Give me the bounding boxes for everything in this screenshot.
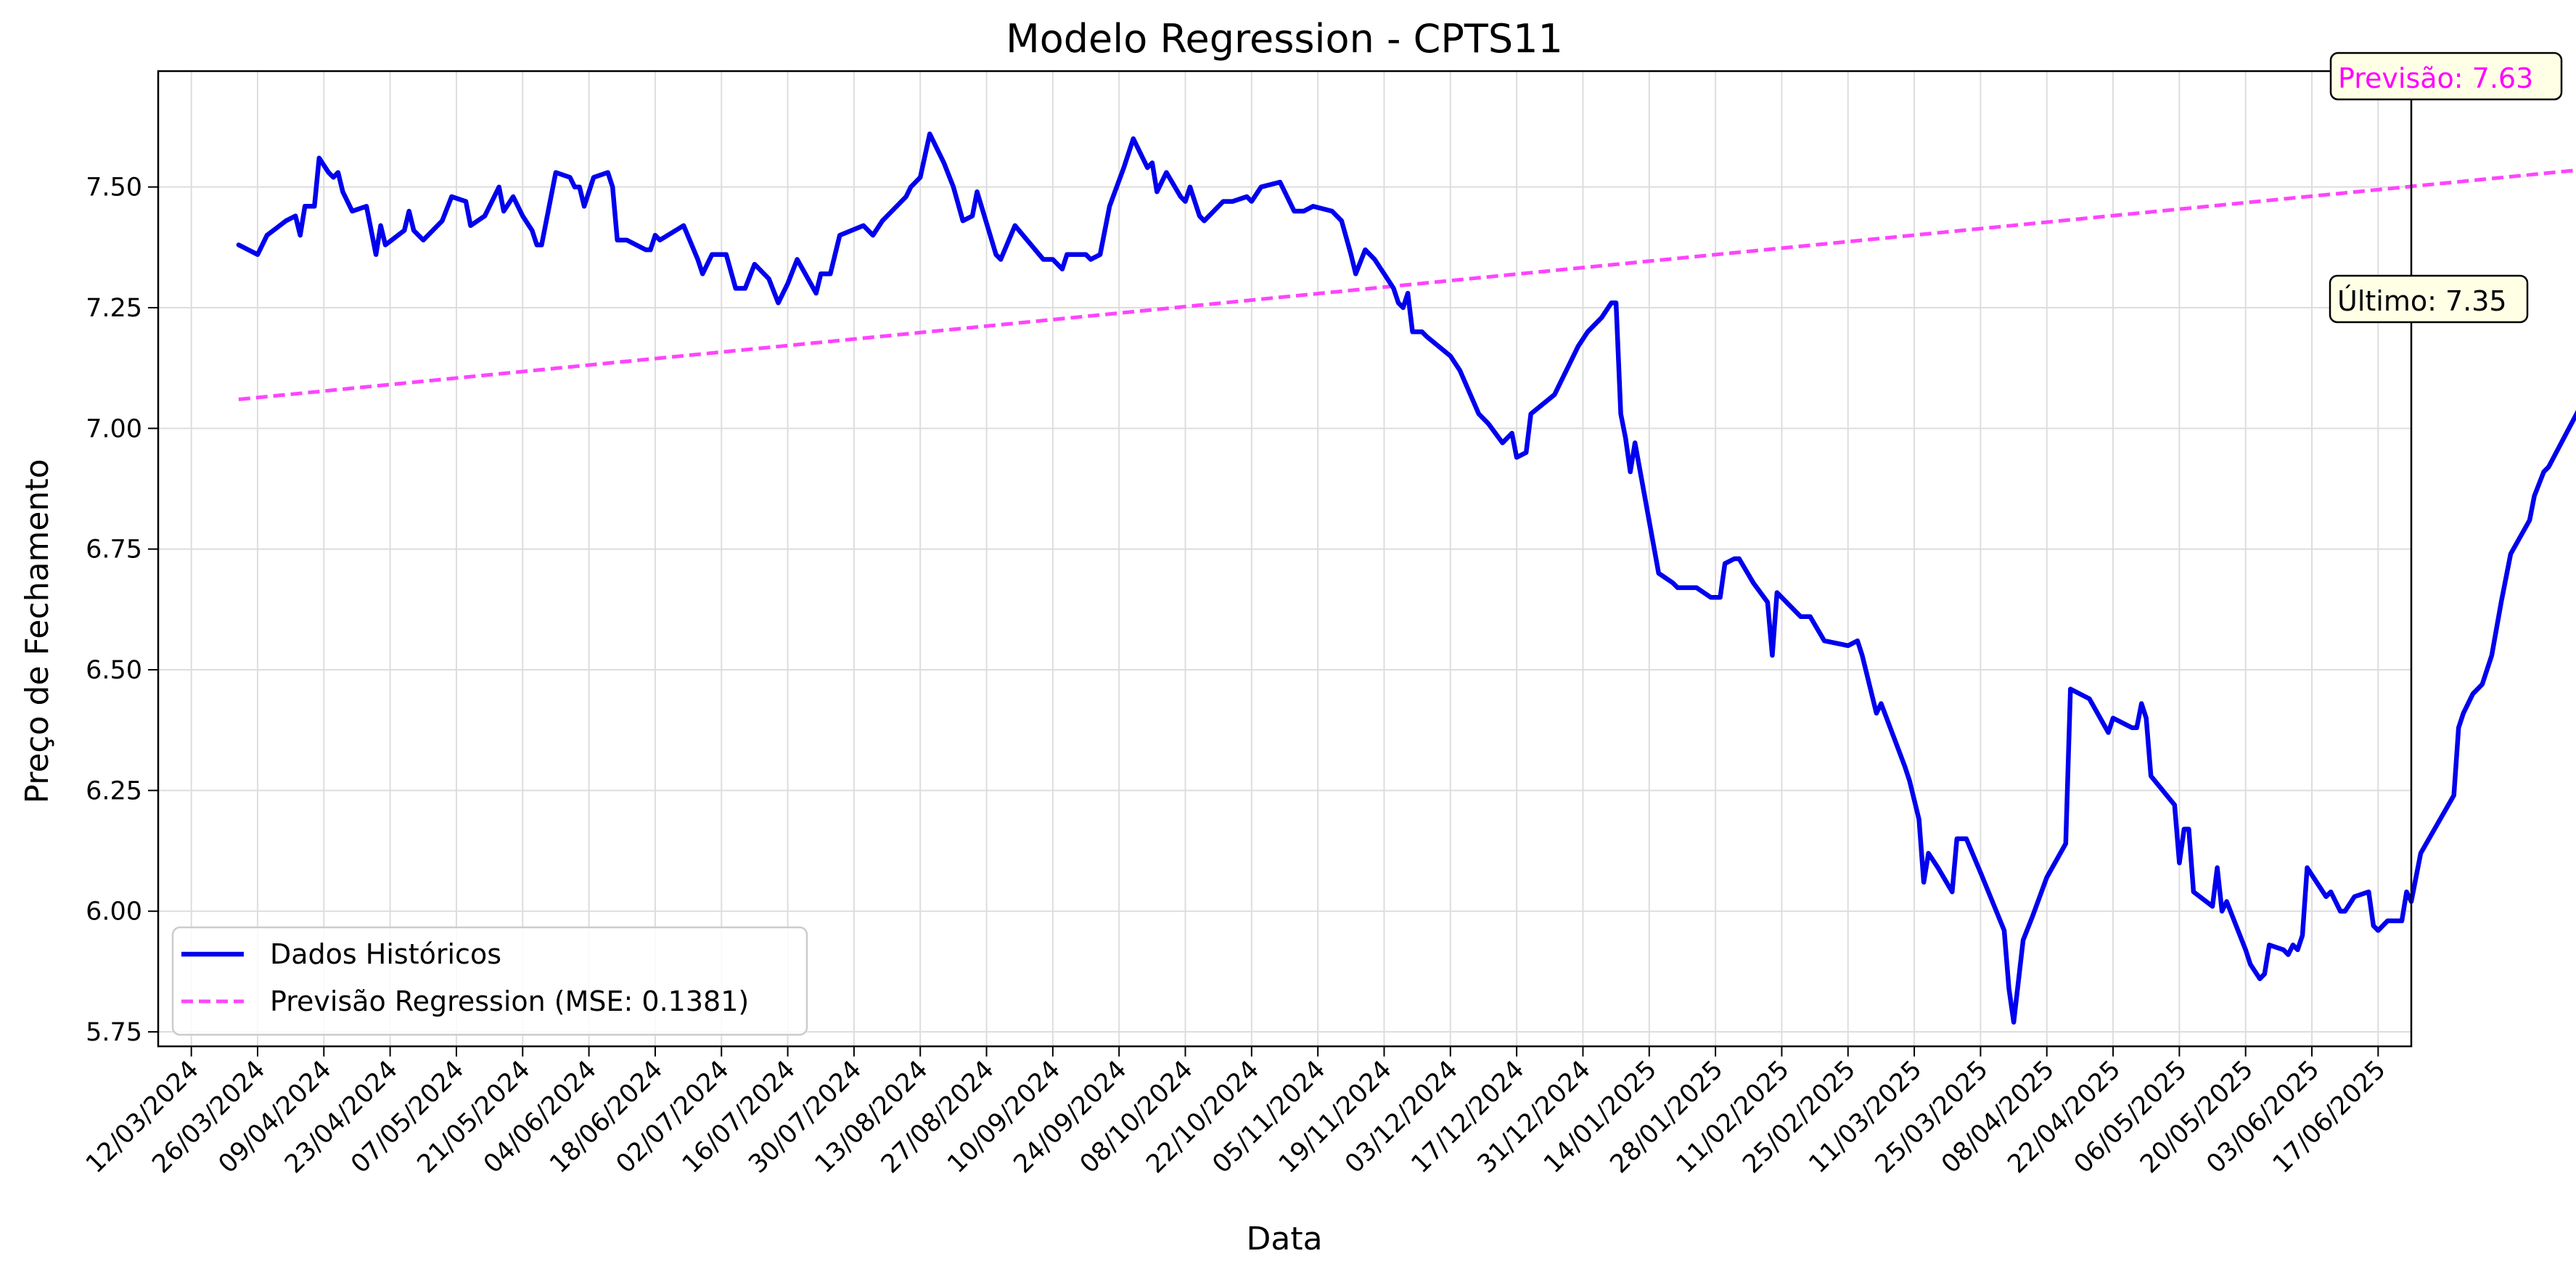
forecast-annotation: Previsão: 7.63 bbox=[2338, 62, 2533, 94]
last-value-annotation: Último: 7.35 bbox=[2337, 285, 2507, 317]
y-tick-label: 6.25 bbox=[86, 776, 142, 805]
y-axis-label: Preço de Fechamento bbox=[19, 459, 56, 803]
x-axis-label: Data bbox=[1246, 1220, 1322, 1258]
y-tick-label: 6.75 bbox=[86, 536, 142, 565]
last-value-annotation-box bbox=[2329, 274, 2529, 324]
annotations: Previsão: 7.63 Último: 7.35 bbox=[2329, 52, 2563, 324]
y-tick-label: 7.00 bbox=[86, 414, 142, 443]
series-line-historical bbox=[236, 131, 2576, 1025]
series-layer bbox=[236, 131, 2576, 1025]
y-tick-label: 6.50 bbox=[86, 656, 142, 685]
forecast-annotation-box bbox=[2329, 52, 2563, 101]
y-tick-label: 7.25 bbox=[86, 294, 142, 323]
legend: Dados Históricos Previsão Regression (MSE… bbox=[171, 926, 808, 1036]
chart-title: Modelo Regression - CPTS11 bbox=[1006, 16, 1563, 62]
legend-box bbox=[171, 926, 808, 1036]
y-tick-label: 5.75 bbox=[86, 1018, 142, 1047]
legend-label-forecast: Previsão Regression (MSE: 0.1381) bbox=[270, 985, 749, 1017]
y-tick-label: 7.50 bbox=[86, 173, 142, 202]
legend-label-historical: Dados Históricos bbox=[270, 938, 501, 970]
y-tick-label: 6.00 bbox=[86, 898, 142, 927]
plot-frame bbox=[157, 70, 2413, 1048]
y-axis: 5.75 6.00 6.25 6.50 6.75 7.00 7.25 7.50 bbox=[86, 173, 158, 1047]
